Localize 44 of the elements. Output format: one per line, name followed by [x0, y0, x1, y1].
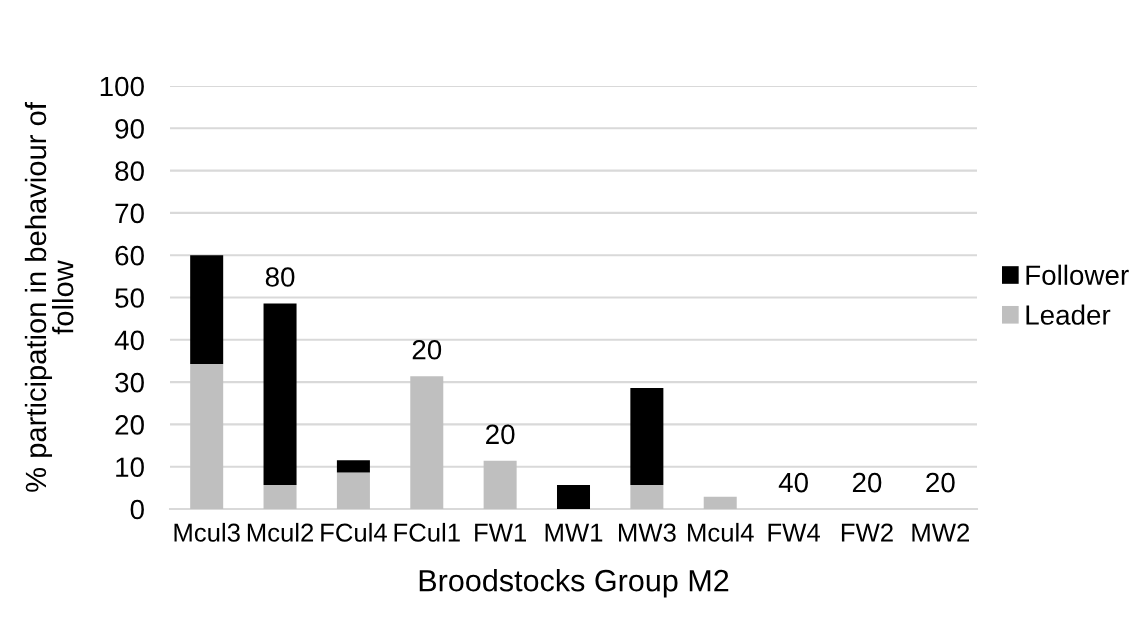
- annotation: 20: [852, 472, 882, 493]
- x-tick-label: FCul4: [321, 522, 387, 542]
- annotation: 40: [778, 472, 808, 493]
- x-tick-label: Mcul2: [247, 522, 314, 542]
- y-tick-label: 100: [100, 76, 144, 97]
- y-tick-label: 70: [115, 203, 144, 224]
- x-tick-label: Mcul3: [174, 522, 240, 542]
- legend-label: Leader: [1026, 304, 1111, 325]
- y-tick-label: 60: [115, 245, 144, 266]
- bar: [336, 472, 370, 509]
- x-tick-label: FW2: [841, 523, 893, 542]
- y-tick-label: 30: [115, 372, 144, 393]
- bar: [630, 484, 664, 509]
- annotation: 20: [486, 424, 515, 445]
- y-tick-label: 40: [114, 330, 144, 351]
- annotation: 20: [412, 339, 442, 360]
- y-tick-label: 80: [115, 161, 144, 181]
- y-tick-label: 90: [115, 118, 144, 139]
- y-tick-label: 20: [115, 415, 144, 435]
- bar: [703, 496, 737, 509]
- bar: [410, 376, 444, 509]
- bar: [263, 484, 297, 509]
- x-tick-label: Mcul4: [688, 522, 754, 542]
- annotation: 80: [265, 267, 295, 287]
- x-tick-label: FW4: [768, 523, 820, 542]
- bar: [630, 388, 664, 485]
- x-axis-title: Broodstocks Group M2: [419, 569, 729, 598]
- bar: [263, 303, 297, 485]
- y-tick-label: 0: [130, 499, 144, 520]
- y-tick-label: 50: [115, 288, 144, 308]
- x-tick-label: MW2: [912, 523, 969, 542]
- x-tick-label: MW3: [619, 523, 676, 542]
- bar: [483, 460, 517, 509]
- legend-label: Follower: [1026, 264, 1129, 286]
- y-tick-label: 10: [116, 457, 144, 478]
- y-axis-title: % participation in behaviour of follow: [24, 102, 74, 492]
- bar: [190, 363, 224, 509]
- x-tick-label: MW1: [545, 523, 603, 542]
- x-tick-label: FW1: [475, 523, 526, 542]
- bar: [190, 255, 224, 364]
- bar: [556, 484, 591, 509]
- annotation: 20: [926, 472, 955, 493]
- bar: [336, 460, 370, 473]
- x-tick-label: FCul1: [394, 522, 460, 542]
